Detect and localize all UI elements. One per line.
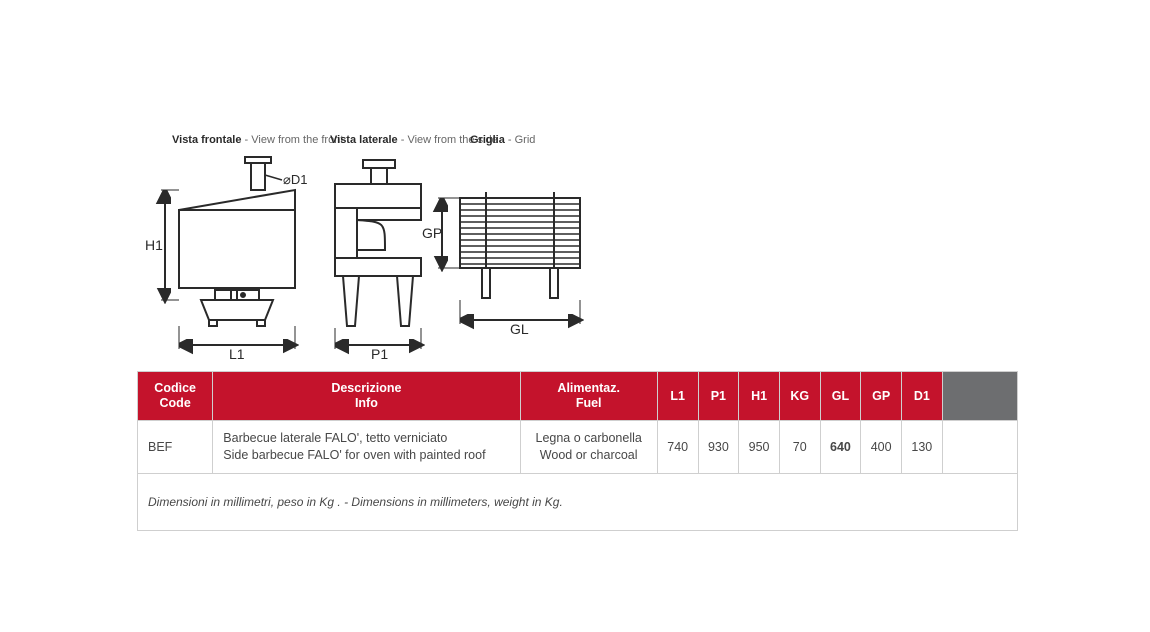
table-header: CodìceCode DescrizioneInfo Alimentaz.Fue… (138, 372, 1018, 421)
spec-table: CodìceCode DescrizioneInfo Alimentaz.Fue… (137, 371, 1018, 531)
label-gl: GL (510, 321, 529, 337)
cell-l1: 740 (657, 421, 698, 474)
caption-front-reg: - View from the front (242, 134, 344, 146)
th-gp: GP (861, 372, 902, 421)
caption-front: Vista frontale - View from the front (172, 135, 343, 146)
label-l1: L1 (229, 346, 245, 362)
cell-fuel: Legna o carbonellaWood or charcoal (520, 421, 657, 474)
grid-view-diagram: GP (430, 150, 595, 360)
caption-front-bold: Vista frontale (172, 134, 242, 146)
th-l1: L1 (657, 372, 698, 421)
label-h1: H1 (145, 237, 163, 253)
cell-h1: 950 (739, 421, 780, 474)
caption-grid-reg: - Grid (505, 134, 536, 146)
cell-gp: 400 (861, 421, 902, 474)
footnote: Dimensioni in millimetri, peso in Kg . -… (138, 474, 1018, 531)
th-code: CodìceCode (138, 372, 213, 421)
th-gl: GL (820, 372, 861, 421)
cell-kg: 70 (779, 421, 820, 474)
label-p1: P1 (371, 346, 388, 362)
cell-code: BEF (138, 421, 213, 474)
footnote-row: Dimensioni in millimetri, peso in Kg . -… (138, 474, 1018, 531)
label-d1: ⌀D1 (283, 172, 307, 187)
th-h1: H1 (739, 372, 780, 421)
th-desc: DescrizioneInfo (213, 372, 520, 421)
caption-side-bold: Vista laterale (330, 134, 398, 146)
caption-grid: Griglia - Grid (470, 135, 535, 146)
cell-d1: 130 (901, 421, 942, 474)
front-view-diagram: ⌀D1 H1 L1 (145, 150, 325, 360)
table-row: BEF Barbecue laterale FALO', tetto verni… (138, 421, 1018, 474)
diagram-area: Vista frontale - View from the front Vis… (145, 135, 1045, 365)
cell-p1: 930 (698, 421, 739, 474)
th-d1: D1 (901, 372, 942, 421)
cell-blank (942, 421, 1017, 474)
cell-gl: 640 (820, 421, 861, 474)
cell-desc: Barbecue laterale FALO', tetto verniciat… (213, 421, 520, 474)
side-view-diagram: P1 (325, 150, 435, 360)
caption-grid-bold: Griglia (470, 134, 505, 146)
th-p1: P1 (698, 372, 739, 421)
label-gp: GP (422, 225, 442, 241)
th-blank (942, 372, 1017, 421)
th-kg: KG (779, 372, 820, 421)
th-fuel: Alimentaz.Fuel (520, 372, 657, 421)
